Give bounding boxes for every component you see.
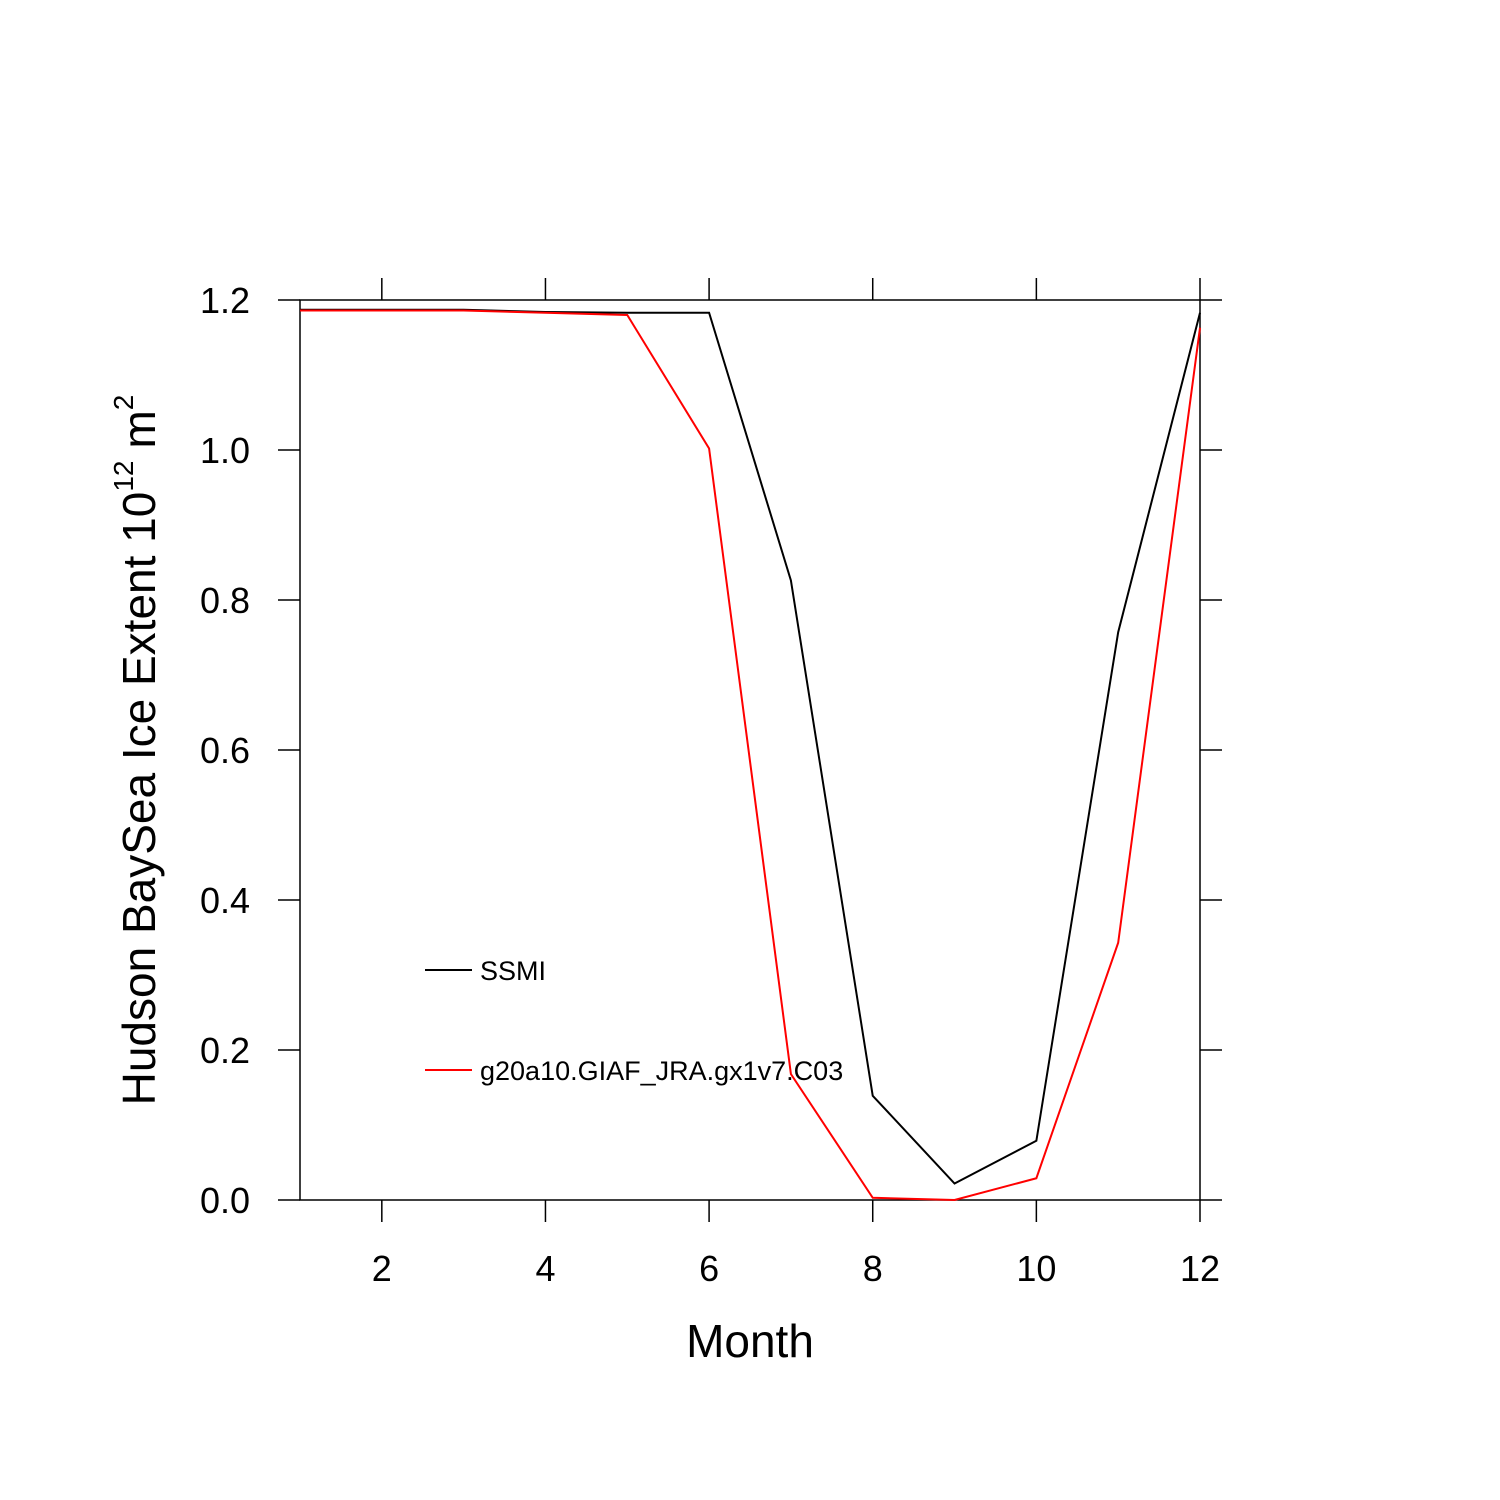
- y-tick-label: 0.4: [200, 880, 250, 921]
- y-label-unit: m: [113, 410, 165, 448]
- y-tick-label: 0.0: [200, 1180, 250, 1221]
- x-tick-label: 12: [1180, 1248, 1220, 1289]
- y-tick-label: 1.0: [200, 430, 250, 471]
- x-axis-label: Month: [686, 1315, 814, 1367]
- x-tick-label: 8: [863, 1248, 883, 1289]
- legend-label: SSMI: [480, 956, 546, 986]
- y-label-exp: 2: [108, 395, 139, 411]
- x-tick-label: 2: [372, 1248, 392, 1289]
- y-label-exp: 12: [108, 461, 139, 492]
- x-tick-label: 10: [1016, 1248, 1056, 1289]
- x-tick-label: 6: [699, 1248, 719, 1289]
- y-axis-label: Hudson BaySea Ice Extent 1012 m2: [108, 395, 165, 1106]
- y-label-text: Hudson BaySea Ice Extent 10: [113, 492, 165, 1106]
- series-line: [300, 309, 1201, 1202]
- x-tick-label: 4: [535, 1248, 555, 1289]
- y-tick-label: 0.8: [200, 580, 250, 621]
- legend-label: g20a10.GIAF_JRA.gx1v7.C03: [480, 1056, 843, 1086]
- y-tick-label: 0.6: [200, 730, 250, 771]
- y-tick-label: 1.2: [200, 280, 250, 321]
- y-tick-label: 0.2: [200, 1030, 250, 1071]
- series-line: [300, 308, 1201, 1185]
